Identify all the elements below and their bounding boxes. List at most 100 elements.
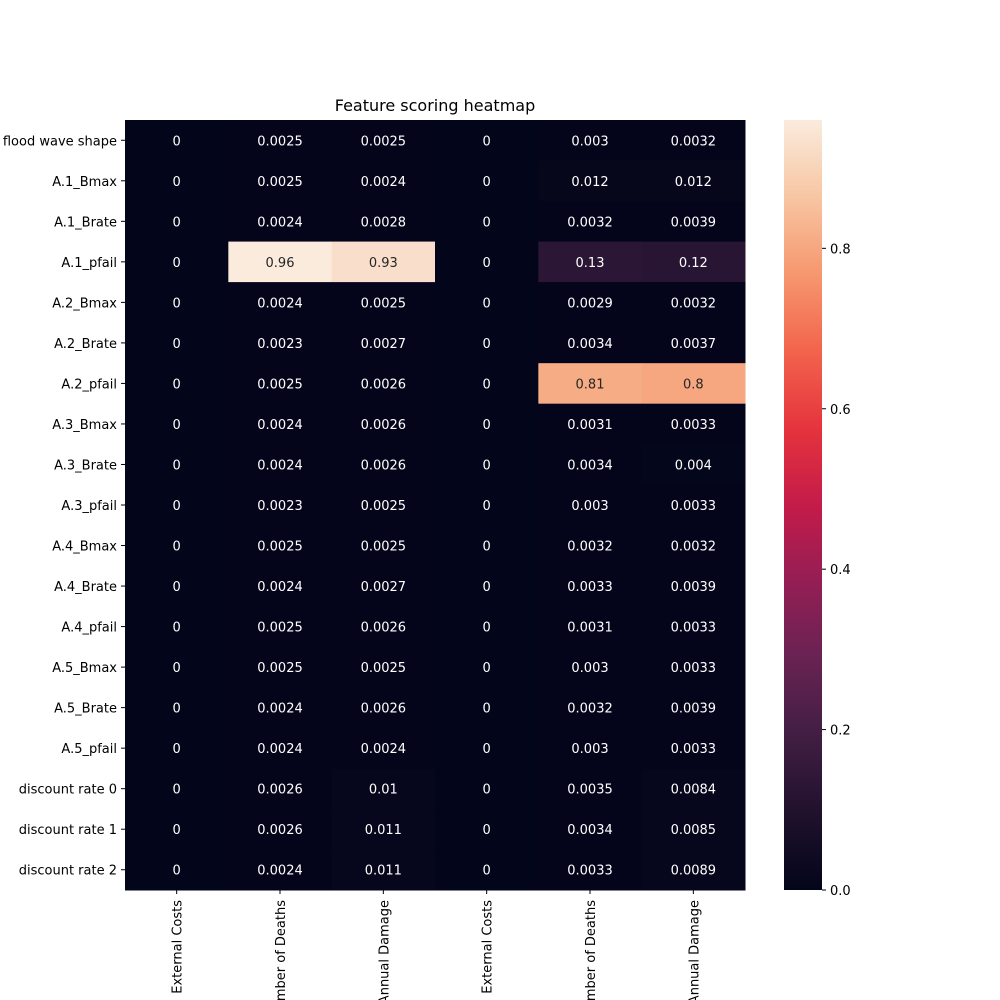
cell-value-label: 0.0033 [671,742,717,757]
heatmap-cell [331,565,436,607]
cell-value-label: 0 [483,377,491,392]
heatmap-cell [125,282,229,324]
heatmap-cell [435,768,539,810]
heatmap-cell [331,808,436,850]
cell-value-label: 0.0025 [361,661,407,676]
cell-value-label: 0.0026 [361,458,407,473]
heatmap-cell [538,484,643,526]
cell-value-label: 0.0024 [257,296,303,311]
heatmap-cell [641,120,746,162]
cell-value-label: 0.0085 [671,823,717,838]
heatmap-cell [641,849,746,891]
heatmap-cell [125,808,229,850]
heatmap-cell [331,160,436,202]
cell-value-label: 0 [173,418,181,433]
cell-value-label: 0 [173,337,181,352]
cell-value-label: 0.0039 [671,580,717,595]
heatmap-cell [538,322,643,364]
cell-value-label: 0 [173,783,181,798]
cell-value-label: 0.0025 [361,134,407,149]
cell-value-label: 0.81 [576,377,605,392]
cell-value-label: 0.0033 [671,499,717,514]
cell-value-label: 0.0035 [567,783,613,798]
cell-value-label: 0 [173,823,181,838]
cell-value-label: 0 [173,621,181,636]
heatmap-cell [641,687,746,729]
cell-value-label: 0.0025 [257,377,303,392]
y-tick-label: A.4_Brate [54,580,117,595]
heatmap-cell [538,201,643,243]
cell-value-label: 0.0033 [567,864,613,879]
heatmap-cell [538,727,643,769]
heatmap-cell [435,727,539,769]
heatmap-cell [538,120,643,162]
cell-value-label: 0.12 [679,256,708,271]
y-tick-label: A.1_Bmax [52,175,117,190]
cell-value-label: 0 [173,134,181,149]
heatmap-cell [538,849,643,891]
cell-value-label: 0.0028 [361,215,407,230]
heatmap-cell [538,160,643,202]
heatmap-cell [125,444,229,486]
cell-value-label: 0 [173,540,181,555]
heatmap-cell [228,484,333,526]
cell-value-label: 0.0024 [257,864,303,879]
cell-value-label: 0 [483,499,491,514]
heatmap-cell [538,646,643,688]
cell-value-label: 0.0033 [671,418,717,433]
x-tick-label: Annual Damage [377,900,392,1000]
y-tick-label: A.1_Brate [54,215,117,230]
heatmap-cell [538,525,643,567]
cell-value-label: 0.003 [571,499,608,514]
heatmap-cell [331,687,436,729]
x-tick-label: Number of Deaths [584,900,599,1000]
heatmap-cell [125,849,229,891]
cell-value-label: 0.011 [365,823,402,838]
heatmap-cell [641,241,746,283]
heatmap-cell [641,160,746,202]
cell-value-label: 0.0026 [257,783,303,798]
heatmap-cell [331,727,436,769]
heatmap-cell [641,646,746,688]
cell-value-label: 0.0024 [257,458,303,473]
heatmap-cell [125,687,229,729]
cell-value-label: 0.0023 [257,337,303,352]
y-tick-label: A.2_Bmax [52,296,117,311]
heatmap-cell [641,403,746,445]
y-tick-label: A.2_pfail [61,377,117,392]
heatmap-cell [228,849,333,891]
cell-value-label: 0.011 [365,864,402,879]
heatmap-cell [228,525,333,567]
y-tick-label: discount rate 2 [19,864,117,879]
cell-value-label: 0.003 [571,661,608,676]
heatmap-cell [538,282,643,324]
heatmap-cell [435,484,539,526]
cell-value-label: 0.003 [571,134,608,149]
cell-value-label: 0.0025 [257,134,303,149]
cell-value-label: 0.0024 [361,742,407,757]
heatmap-cell [435,444,539,486]
cell-value-label: 0 [483,580,491,595]
y-tick-label: A.2_Brate [54,337,117,352]
heatmap-cell [125,484,229,526]
y-tick-label: discount rate 1 [19,823,117,838]
heatmap-cell [435,606,539,648]
heatmap-cell [125,768,229,810]
cell-value-label: 0.0026 [361,377,407,392]
heatmap-cell [538,363,643,405]
heatmap-cell [538,403,643,445]
cell-value-label: 0.0024 [257,742,303,757]
y-tick-label: A.3_Bmax [52,418,117,433]
heatmap-cell [228,241,333,283]
cell-value-label: 0.004 [675,458,712,473]
heatmap-cell [435,363,539,405]
heatmap-cell [538,687,643,729]
heatmap-cell [435,241,539,283]
y-tick-label: A.5_Brate [54,702,117,717]
cell-value-label: 0 [483,661,491,676]
cell-value-label: 0.0024 [257,702,303,717]
heatmap-cell [538,606,643,648]
heatmap-cell [228,727,333,769]
heatmap-cell [641,322,746,364]
x-tick-label: Annual Damage [687,900,702,1000]
